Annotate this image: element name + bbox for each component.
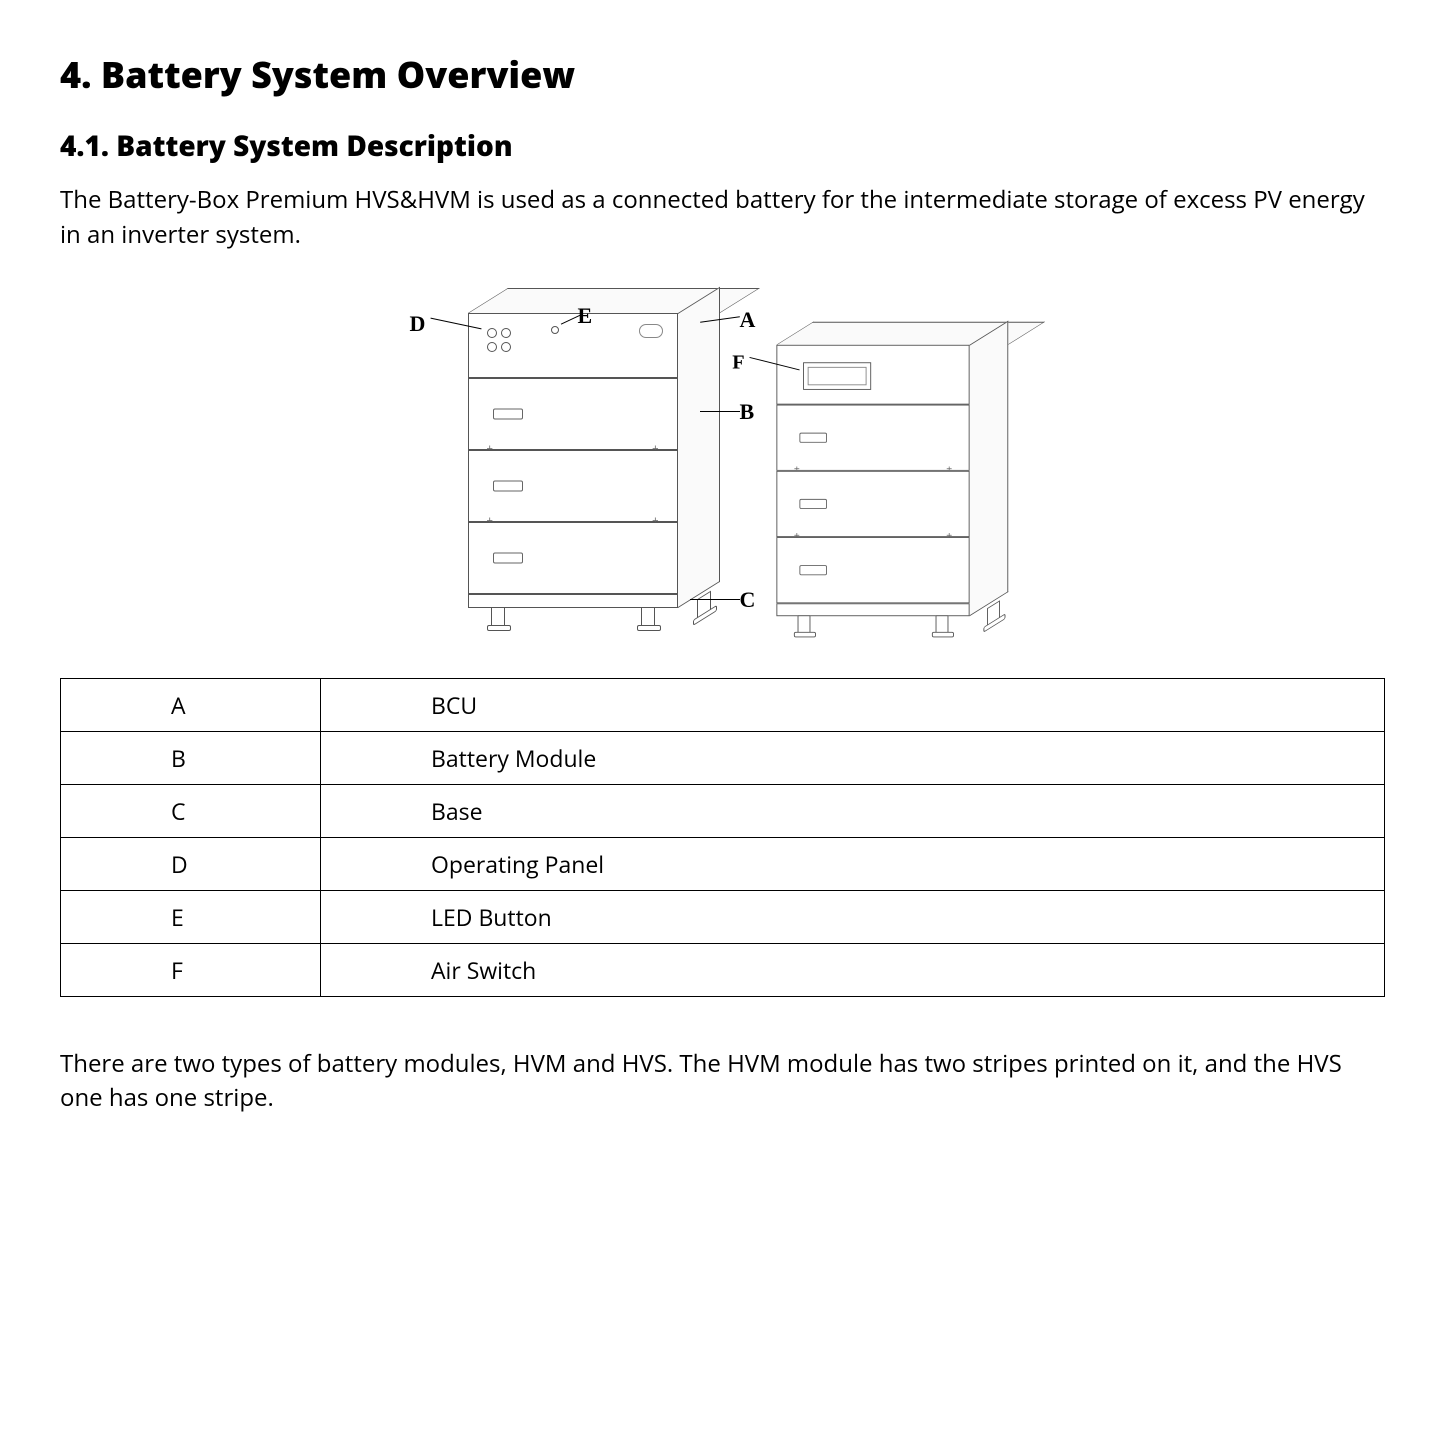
legend-key: E bbox=[61, 890, 321, 943]
battery-module bbox=[468, 522, 678, 594]
legend-table: ABCU BBattery Module CBase DOperating Pa… bbox=[60, 678, 1385, 997]
legend-key: D bbox=[61, 837, 321, 890]
callout-label: D bbox=[410, 311, 426, 337]
table-row: ELED Button bbox=[61, 890, 1385, 943]
foot-icon bbox=[491, 607, 505, 627]
legend-value: Operating Panel bbox=[321, 837, 1385, 890]
legend-value: LED Button bbox=[321, 890, 1385, 943]
section-heading: 4. Battery System Overview bbox=[60, 50, 1385, 99]
table-row: ABCU bbox=[61, 678, 1385, 731]
base-module bbox=[468, 594, 678, 608]
brand-logo-icon bbox=[639, 324, 663, 338]
table-row: FAir Switch bbox=[61, 943, 1385, 996]
legend-value: Battery Module bbox=[321, 731, 1385, 784]
foot-icon bbox=[797, 615, 810, 633]
battery-unit-right: ++ ++ F bbox=[776, 344, 969, 615]
battery-module: ++ bbox=[776, 470, 969, 536]
table-row: BBattery Module bbox=[61, 731, 1385, 784]
battery-module bbox=[776, 537, 969, 603]
battery-unit-left: ++ ++ D E A B C bbox=[468, 313, 678, 628]
callout-label: F bbox=[732, 350, 744, 374]
legend-value: Base bbox=[321, 784, 1385, 837]
bcu-module-rear bbox=[776, 344, 969, 404]
battery-module: ++ bbox=[776, 404, 969, 470]
callout-label: A bbox=[740, 307, 756, 333]
legend-key: A bbox=[61, 678, 321, 731]
led-button-icon bbox=[551, 326, 559, 334]
legend-key: C bbox=[61, 784, 321, 837]
table-row: DOperating Panel bbox=[61, 837, 1385, 890]
outro-paragraph: There are two types of battery modules, … bbox=[60, 1047, 1385, 1117]
foot-icon bbox=[641, 607, 655, 627]
legend-key: F bbox=[61, 943, 321, 996]
foot-icon bbox=[935, 615, 948, 633]
intro-paragraph: The Battery-Box Premium HVS&HVM is used … bbox=[60, 183, 1385, 253]
bcu-module bbox=[468, 313, 678, 378]
callout-label: C bbox=[740, 587, 756, 613]
legend-value: Air Switch bbox=[321, 943, 1385, 996]
legend-body: ABCU BBattery Module CBase DOperating Pa… bbox=[61, 678, 1385, 996]
battery-diagram: ++ ++ D E A B C ++ + bbox=[60, 293, 1385, 628]
legend-key: B bbox=[61, 731, 321, 784]
legend-value: BCU bbox=[321, 678, 1385, 731]
table-row: CBase bbox=[61, 784, 1385, 837]
subsection-heading: 4.1. Battery System Description bbox=[60, 127, 1385, 165]
air-switch-icon bbox=[803, 362, 871, 390]
battery-module: ++ bbox=[468, 378, 678, 450]
operating-panel-icon bbox=[487, 328, 529, 360]
battery-module: ++ bbox=[468, 450, 678, 522]
callout-label: B bbox=[740, 399, 755, 425]
base-module bbox=[776, 603, 969, 616]
